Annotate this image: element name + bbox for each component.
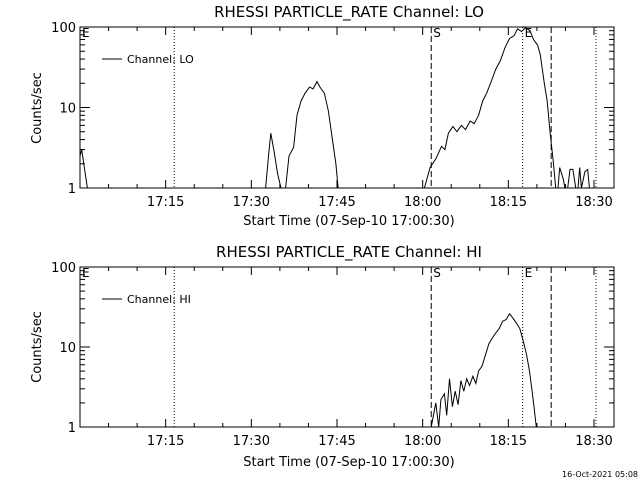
x-tick-label: 18:15 xyxy=(490,195,527,210)
chart-title: RHESSI PARTICLE_RATE Channel: HI xyxy=(216,243,482,262)
chart-panel-hi: RHESSI PARTICLE_RATE Channel: HI 1101001… xyxy=(30,243,615,470)
plot-area: 1 10 100 17:15 17:30 17:45 18:00 18:15 18:30 E S E C… xyxy=(51,21,615,210)
event-marker-label: E xyxy=(525,26,533,40)
y-tick-label: 10 xyxy=(59,341,76,356)
series-line xyxy=(557,167,566,189)
x-tick-label: 17:15 xyxy=(147,434,184,449)
x-tick-label: 17:15 xyxy=(147,195,184,210)
y-tick-label: 100 xyxy=(51,21,76,36)
legend-label: Channel: LO xyxy=(127,53,194,66)
event-marker-label: S xyxy=(433,26,441,40)
x-tick-label: 18:00 xyxy=(404,434,441,449)
y-tick-label: 1 xyxy=(68,182,76,197)
event-marker-label: E xyxy=(82,266,90,280)
event-marker-label: E xyxy=(525,266,533,280)
event-marker-label: E xyxy=(82,26,90,40)
y-axis-title: Counts/sec xyxy=(30,311,45,383)
y-tick-label: 10 xyxy=(59,102,76,117)
series-line xyxy=(285,80,339,189)
event-marker-label: S xyxy=(433,266,441,280)
series-line xyxy=(567,168,577,189)
x-tick-label: 18:15 xyxy=(490,434,527,449)
x-tick-label: 17:30 xyxy=(233,434,270,449)
y-axis-title: Counts/sec xyxy=(30,72,45,144)
x-tick-label: 18:30 xyxy=(575,195,612,210)
x-tick-label: 17:30 xyxy=(233,195,270,210)
x-axis-title: Start Time (07-Sep-10 17:00:30) xyxy=(243,214,454,229)
plot-frame xyxy=(79,26,615,189)
footer-timestamp: 16-Oct-2021 05:08 xyxy=(562,470,638,479)
plot-area: 1 10 100 17:15 17:30 17:45 18:00 18:15 18:30 E S E C… xyxy=(51,261,615,449)
x-tick-label: 17:45 xyxy=(318,434,355,449)
y-tick-label: 100 xyxy=(51,261,76,276)
series-line xyxy=(423,27,557,189)
x-axis-title: Start Time (07-Sep-10 17:00:30) xyxy=(243,455,454,470)
series-line xyxy=(577,167,590,189)
x-tick-label: 18:00 xyxy=(404,195,441,210)
legend-label: Channel: HI xyxy=(127,293,191,306)
x-tick-label: 18:30 xyxy=(575,434,612,449)
series-line xyxy=(79,149,88,189)
series-line xyxy=(265,133,282,189)
y-tick-label: 1 xyxy=(68,421,76,436)
chart-title: RHESSI PARTICLE_RATE Channel: LO xyxy=(214,3,484,22)
chart-panel-lo: RHESSI PARTICLE_RATE Channel: LO 1101001… xyxy=(30,3,615,229)
x-tick-label: 17:45 xyxy=(318,195,355,210)
series-line xyxy=(430,312,537,428)
